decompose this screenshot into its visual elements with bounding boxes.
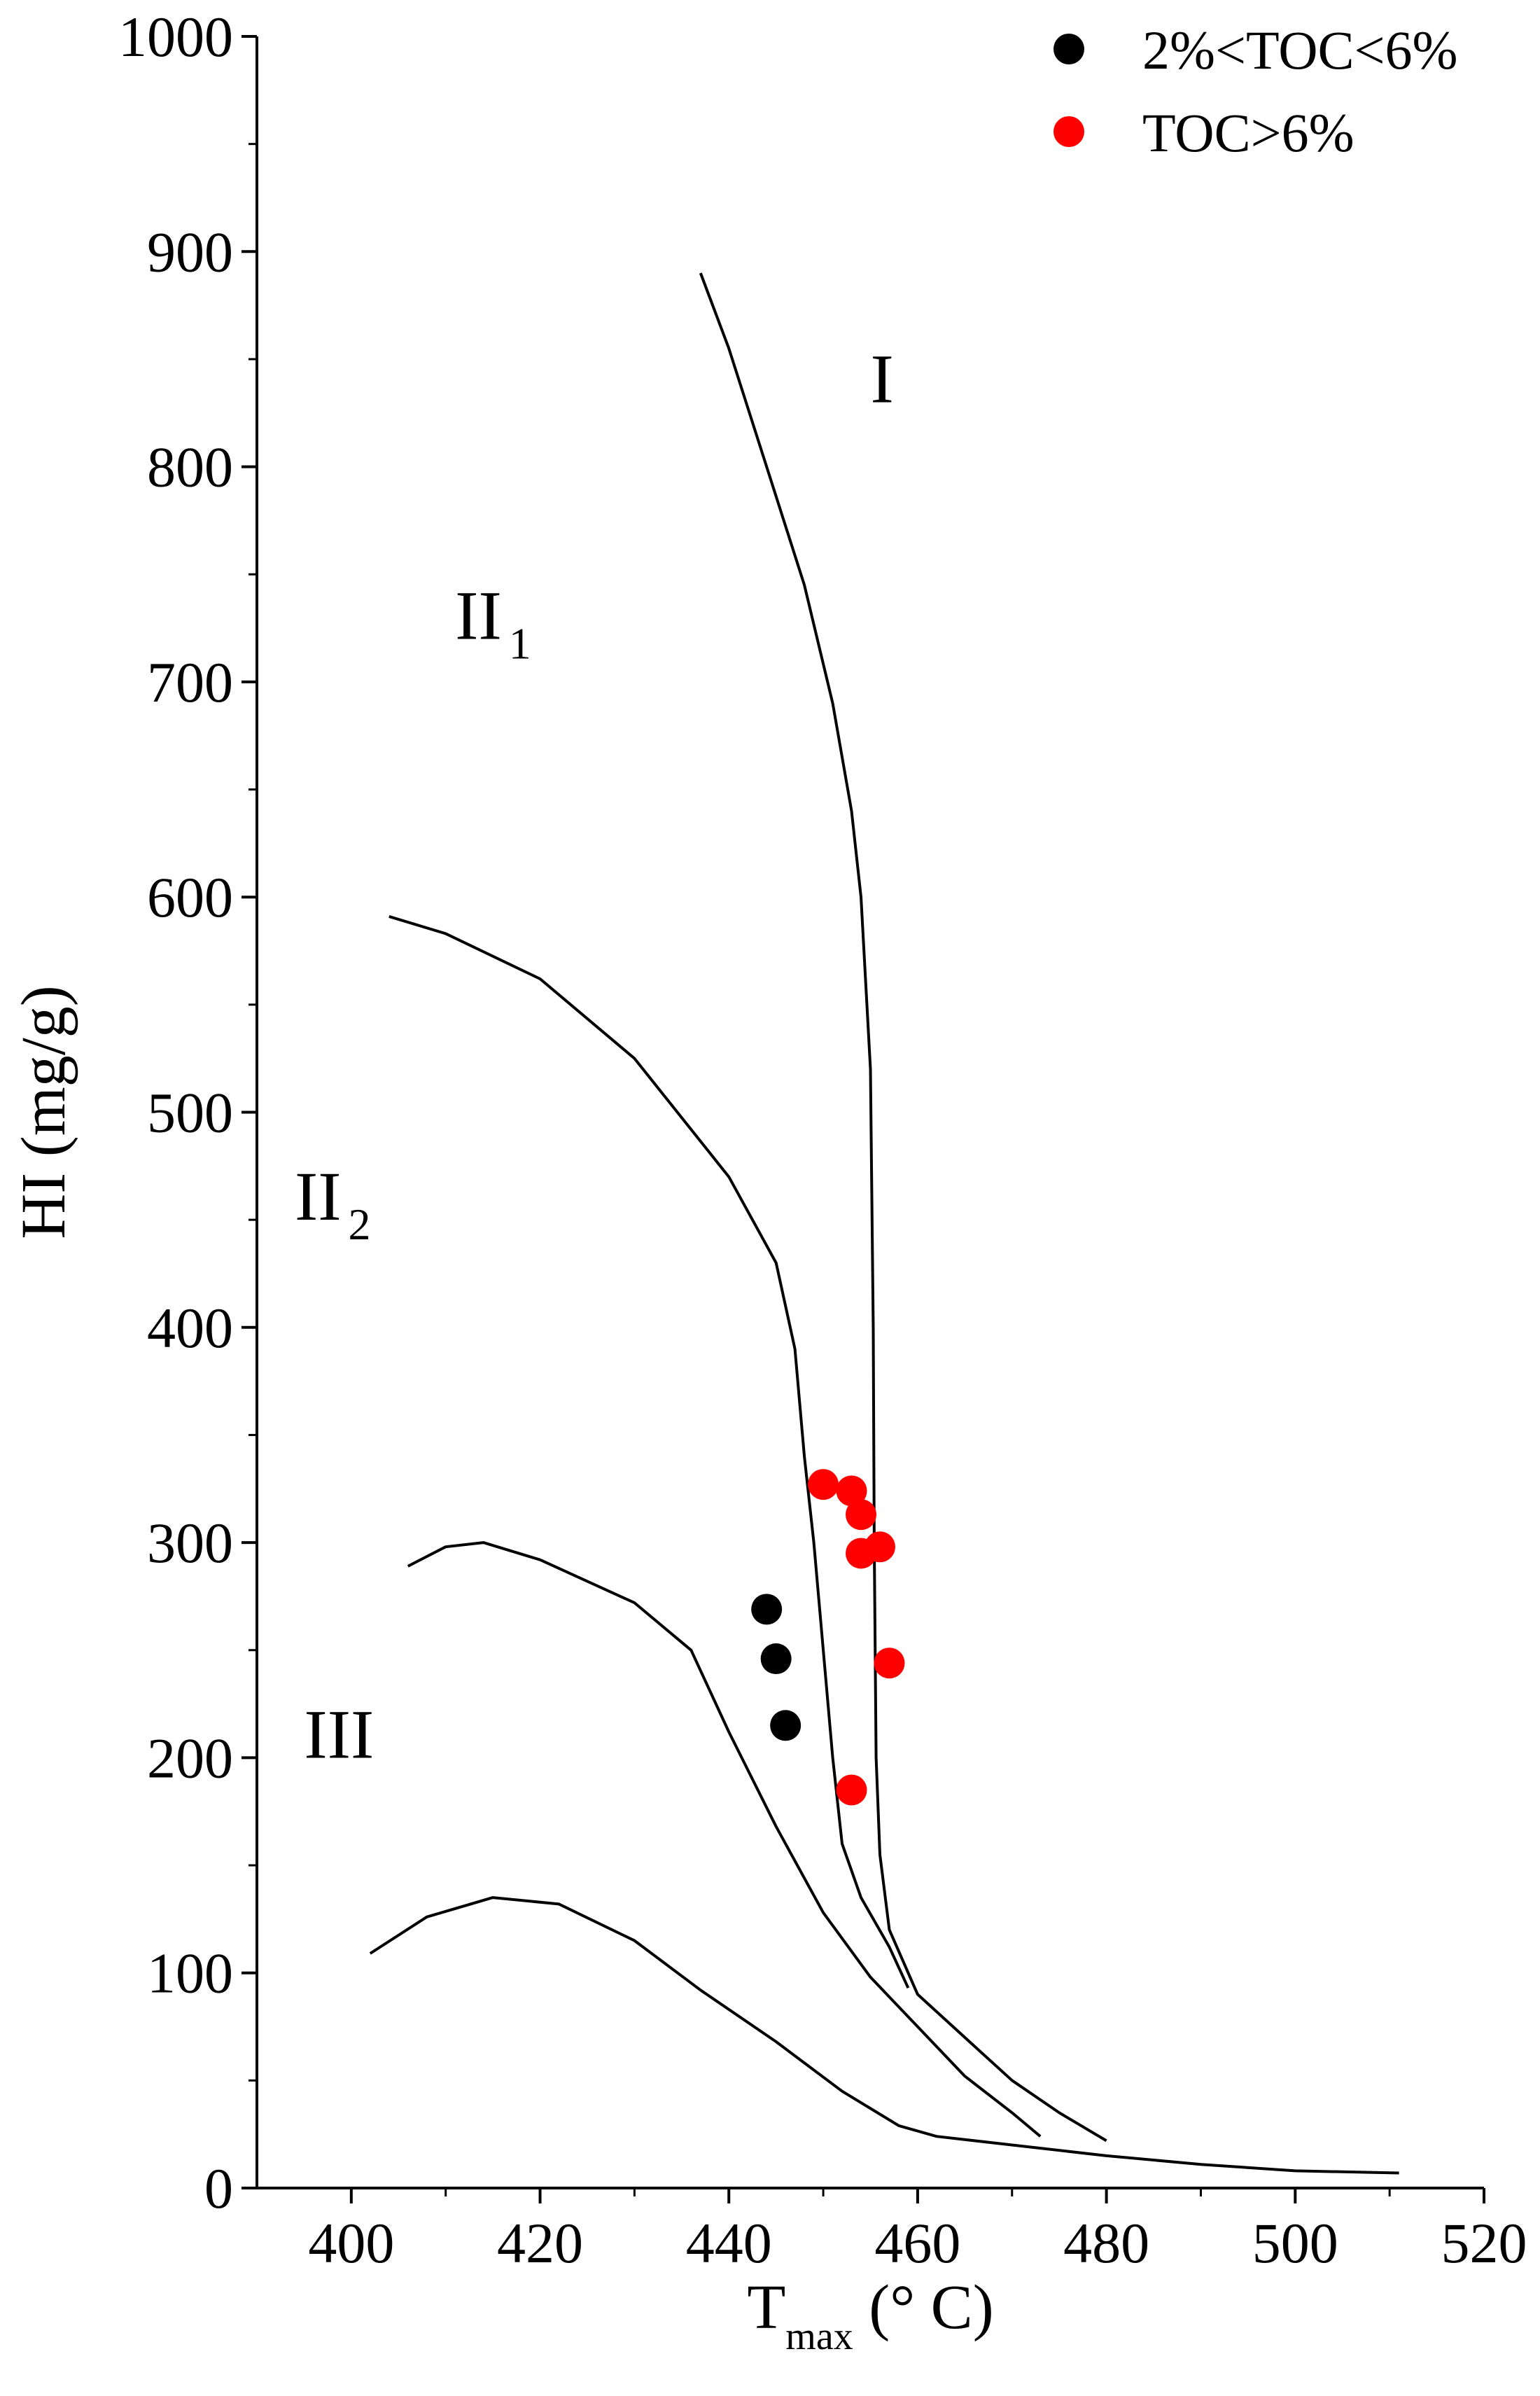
y-tick-label: 400: [147, 1296, 233, 1360]
x-axis-label-main: T: [747, 2273, 785, 2342]
y-tick-label: 200: [147, 1726, 233, 1790]
y-tick-label: 500: [147, 1081, 233, 1145]
y-tick-label: 300: [147, 1511, 233, 1575]
legend-marker: [1054, 34, 1084, 64]
x-axis-label: Tmax (° C): [747, 2273, 993, 2358]
x-axis-label-sub: max: [785, 2315, 853, 2358]
x-tick-label: 480: [1063, 2211, 1149, 2275]
data-point-red: [836, 1475, 867, 1507]
region-label: II 1: [455, 576, 531, 668]
y-axis-label: HI (mg/g): [9, 985, 78, 1239]
x-tick-label: 500: [1252, 2211, 1338, 2275]
data-point-red: [864, 1531, 895, 1563]
y-tick-label: 800: [147, 436, 233, 499]
region-label: I: [871, 340, 894, 417]
x-tick-label: 460: [874, 2211, 960, 2275]
data-point-red: [846, 1499, 877, 1531]
y-tick-label: 900: [147, 220, 233, 284]
x-tick-label: 420: [497, 2211, 583, 2275]
region-label: II 2: [295, 1157, 371, 1249]
data-point-red: [874, 1648, 905, 1679]
boundary-curve-1: [699, 272, 1107, 2143]
legend-entry-label: 2%<TOC<6%: [1142, 20, 1458, 81]
boundary-curve-2: [388, 914, 910, 1989]
legend: 2%<TOC<6% TOC>6%: [1054, 20, 1458, 163]
y-tick-label: 0: [204, 2157, 233, 2220]
x-tick-label: 440: [686, 2211, 772, 2275]
axes: 0 100 200 300 400 500 600 700 800 900 1000 400 420 44…: [9, 5, 1527, 2358]
y-tick-label: 100: [147, 1942, 233, 2005]
region-labels: I II 1 II 2 III: [295, 340, 894, 1773]
boundary-curves: [369, 272, 1399, 2175]
data-point-black: [770, 1710, 802, 1741]
data-point-black: [760, 1643, 792, 1675]
y-tick-label: 700: [147, 650, 233, 714]
legend-marker: [1054, 116, 1084, 147]
x-tick-label: 400: [308, 2211, 394, 2275]
region-label: III: [304, 1695, 374, 1773]
data-point-red: [836, 1774, 867, 1806]
legend-entry-label: TOC>6%: [1142, 102, 1354, 163]
data-point-red: [808, 1469, 839, 1500]
data-points: [751, 1469, 905, 1806]
x-axis-label-unit: (° C): [853, 2273, 994, 2342]
data-point-black: [751, 1594, 783, 1625]
x-tick-label: 520: [1441, 2211, 1527, 2275]
boundary-curve-4: [369, 1896, 1399, 2175]
y-tick-label: 1000: [118, 5, 233, 69]
boundary-curve-3: [407, 1541, 1042, 2138]
y-tick-label: 600: [147, 865, 233, 929]
